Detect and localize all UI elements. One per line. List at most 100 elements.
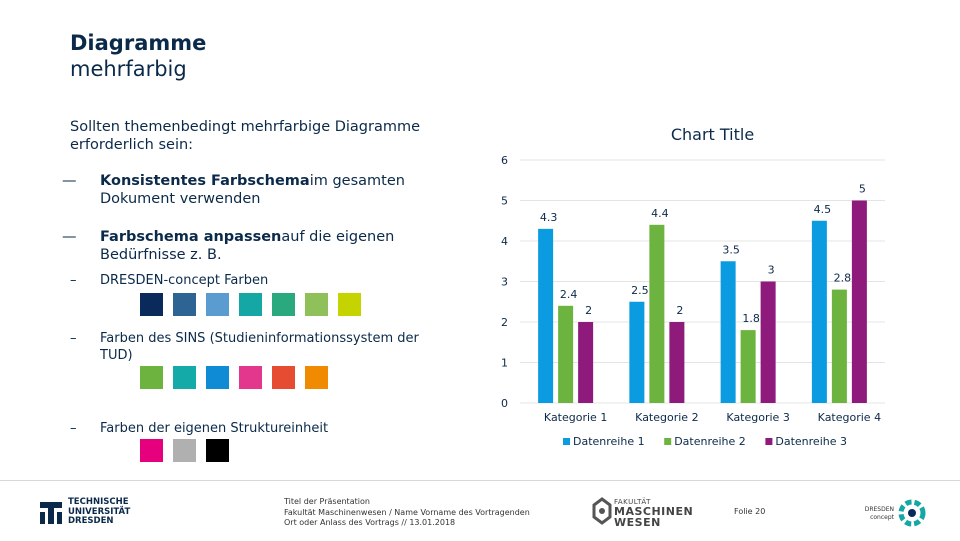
tud-line: DRESDEN	[68, 516, 114, 526]
color-swatch	[173, 366, 196, 389]
data-label: 2.8	[834, 272, 852, 285]
y-tick-label: 6	[501, 154, 508, 167]
bullet-rest: auf die eigenen Bedürfnisse z. B.	[100, 229, 395, 263]
color-swatch	[239, 293, 262, 316]
bar	[578, 322, 594, 403]
bar-chart[interactable]: Chart Title 0 1 2 3 4 5 6 4.3 2.4 2 Kategorie 1 2.5 4…	[490, 115, 890, 455]
concept-line: DRESDEN	[864, 506, 894, 513]
swatch-row-sins	[140, 366, 328, 389]
data-label: 3	[768, 264, 775, 277]
data-label: 2	[585, 304, 592, 317]
data-label: 1.8	[742, 312, 760, 325]
data-label: 2.5	[631, 284, 649, 297]
data-label: 2.4	[560, 288, 578, 301]
presentation-title: Titel der Präsentation	[284, 497, 370, 506]
sub-text: DRESDEN-concept Farben	[100, 273, 269, 288]
color-swatch	[338, 293, 361, 316]
swatch-row-own-unit	[140, 439, 229, 462]
sub-text: Farben des SINS (Studieninformationssyst…	[100, 331, 419, 363]
bullet-dash: —	[62, 229, 77, 245]
data-label: 2	[676, 304, 683, 317]
dresden-concept-logo-icon	[898, 499, 926, 527]
sub-dash: –	[70, 273, 77, 288]
faculty-line: WESEN	[614, 516, 661, 529]
faculty-small: FAKULTÄT	[614, 498, 651, 506]
legend-label: Datenreihe 3	[775, 435, 847, 448]
legend-label: Datenreihe 1	[573, 435, 645, 448]
sub-bullet-sins: – Farben des SINS (Studieninformationssy…	[70, 330, 419, 363]
sub-dash: –	[70, 421, 77, 436]
sub-text: Farben der eigenen Struktureinheit	[100, 421, 329, 436]
presentation-occasion: Ort oder Anlass des Vortrags // 13.01.20…	[284, 518, 456, 527]
faculty-gear-icon	[592, 497, 612, 525]
x-tick-label: Kategorie 3	[726, 411, 789, 424]
bar	[760, 281, 776, 403]
legend-swatch	[664, 438, 672, 445]
color-swatch	[272, 293, 295, 316]
color-swatch	[305, 366, 328, 389]
data-label: 4.3	[540, 211, 558, 224]
tud-line: UNIVERSITÄT	[68, 506, 131, 517]
color-swatch	[206, 439, 229, 462]
faculty-name: FAKULTÄT MASCHINEN WESEN	[614, 498, 693, 528]
bullet-bold: Konsistentes Farbschema	[100, 173, 310, 189]
bar	[831, 289, 847, 403]
slide-title-bold: Diagramme	[70, 31, 207, 55]
bar	[720, 261, 736, 403]
presentation-info: Titel der Präsentation Fakultät Maschine…	[284, 497, 530, 529]
swatch-row-dresden	[140, 293, 361, 316]
slide-title: Diagramme mehrfarbig	[70, 30, 206, 82]
intro-text: Sollten themenbedingt mehrfarbige Diagra…	[70, 119, 421, 153]
color-swatch	[173, 293, 196, 316]
legend-label: Datenreihe 2	[674, 435, 746, 448]
y-tick-label: 4	[501, 235, 508, 248]
slide-title-normal: mehrfarbig	[70, 57, 187, 81]
color-swatch	[239, 366, 262, 389]
slide-number: Folie 20	[734, 507, 766, 516]
y-tick-label: 3	[501, 276, 508, 289]
bullet-rest: im gesamten Dokument verwenden	[100, 173, 405, 207]
bar	[629, 301, 645, 403]
color-swatch	[206, 293, 229, 316]
bullet-consistent-scheme: — Konsistentes Farbschemaim gesamten Dok…	[62, 172, 420, 208]
y-tick-label: 1	[501, 357, 508, 370]
bullet-adapt-scheme: — Farbschema anpassenauf die eigenen Bed…	[62, 228, 420, 264]
x-tick-label: Kategorie 1	[544, 411, 607, 424]
y-tick-label: 5	[501, 195, 508, 208]
legend-swatch	[563, 438, 570, 445]
data-label: 4.4	[651, 207, 669, 220]
color-swatch	[173, 439, 196, 462]
bar	[669, 322, 685, 403]
tud-line: TECHNISCHE	[68, 497, 129, 507]
chart-title: Chart Title	[671, 125, 754, 144]
color-swatch	[140, 439, 163, 462]
y-tick-label: 2	[501, 316, 508, 329]
sub-dash: –	[70, 331, 77, 346]
bar	[740, 330, 756, 403]
tud-logo-icon	[40, 502, 62, 524]
sub-bullet-dresden-concept: – DRESDEN-concept Farben	[70, 272, 268, 289]
presenter-name: Fakultät Maschinenwesen / Name Vorname d…	[284, 507, 530, 517]
legend-swatch	[765, 438, 773, 445]
bullet-bold: Farbschema anpassen	[100, 229, 282, 245]
color-swatch	[206, 366, 229, 389]
chart-svg: Chart Title 0 1 2 3 4 5 6 4.3 2.4 2 Kategorie 1 2.5 4…	[501, 125, 885, 448]
dresden-concept-name: DRESDEN concept	[860, 506, 894, 522]
data-label: 3.5	[722, 243, 740, 256]
sub-bullet-own-unit: – Farben der eigenen Struktureinheit	[70, 420, 328, 437]
color-swatch	[305, 293, 328, 316]
bar	[649, 224, 665, 403]
tud-name: TECHNISCHE UNIVERSITÄT DRESDEN	[68, 497, 131, 527]
data-label: 4.5	[814, 203, 832, 216]
x-tick-label: Kategorie 4	[818, 411, 881, 424]
data-label: 5	[859, 183, 866, 196]
footer	[0, 480, 960, 541]
bar	[811, 220, 827, 403]
faculty-line: MASCHINEN	[614, 505, 694, 518]
x-tick-label: Kategorie 2	[635, 411, 698, 424]
bar	[558, 305, 574, 403]
bullet-dash: —	[62, 173, 77, 189]
color-swatch	[140, 366, 163, 389]
y-tick-label: 0	[501, 397, 508, 410]
color-swatch	[140, 293, 163, 316]
